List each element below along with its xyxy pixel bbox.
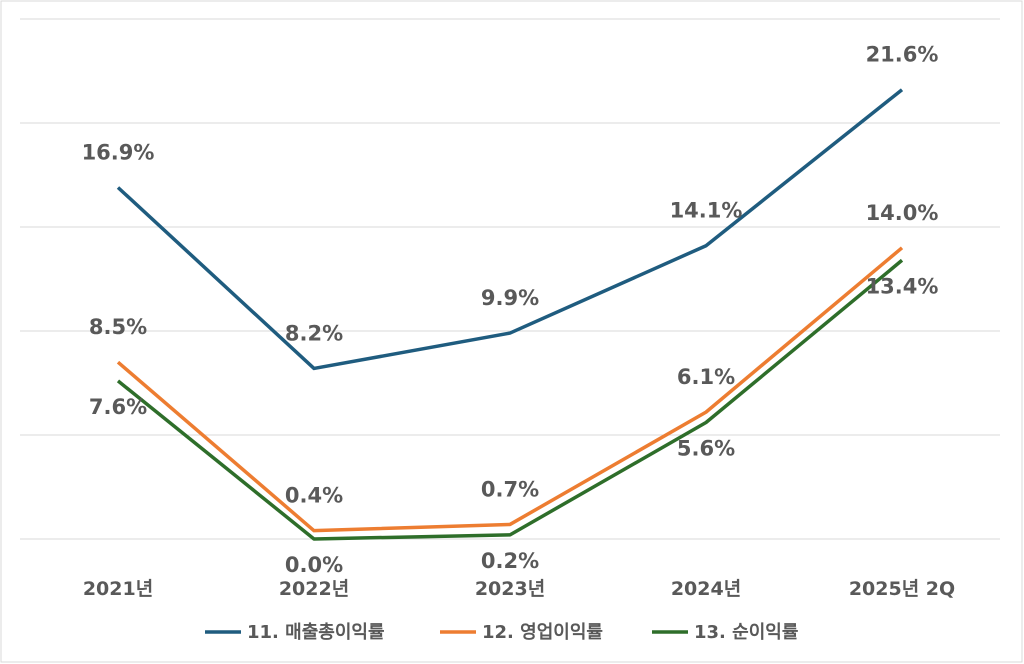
data-label: 8.5% — [89, 315, 147, 339]
data-label: 21.6% — [866, 43, 939, 67]
legend-label: 13. 순이익률 — [694, 622, 798, 643]
data-label: 14.0% — [866, 201, 939, 225]
data-label: 0.0% — [285, 553, 343, 577]
series-line-2 — [116, 246, 904, 533]
data-label: 5.6% — [677, 437, 735, 461]
category-axis: 2021년 2022년 2023년 2024년 2025년 2Q — [83, 578, 955, 600]
series-lines — [116, 88, 904, 541]
category-label: 2023년 — [475, 578, 545, 600]
data-label: 0.7% — [481, 477, 539, 501]
data-label: 0.4% — [285, 484, 343, 508]
data-label: 6.1% — [677, 365, 735, 389]
legend-label: 11. 매출총이익률 — [247, 622, 385, 643]
data-label: 7.6% — [89, 395, 147, 419]
category-label: 2021년 — [83, 578, 153, 600]
category-label: 2022년 — [279, 578, 349, 600]
legend-label: 12. 영업이익률 — [482, 622, 603, 643]
data-label: 13.4% — [866, 274, 939, 298]
series-line-3 — [116, 258, 904, 541]
data-label: 8.2% — [285, 321, 343, 345]
data-label: 0.2% — [481, 549, 539, 573]
data-label: 16.9% — [82, 140, 155, 164]
data-label: 9.9% — [481, 286, 539, 310]
legend: 11. 매출총이익률 12. 영업이익률 13. 순이익률 — [205, 622, 798, 643]
series-line-1 — [116, 88, 904, 371]
data-label: 14.1% — [670, 199, 743, 223]
category-label: 2025년 2Q — [849, 578, 955, 600]
category-label: 2024년 — [671, 578, 741, 600]
data-labels: 16.9% 8.2% 9.9% 14.1% 21.6% 8.5% 0.4% 0.7% 6.1% 1… — [82, 43, 939, 577]
